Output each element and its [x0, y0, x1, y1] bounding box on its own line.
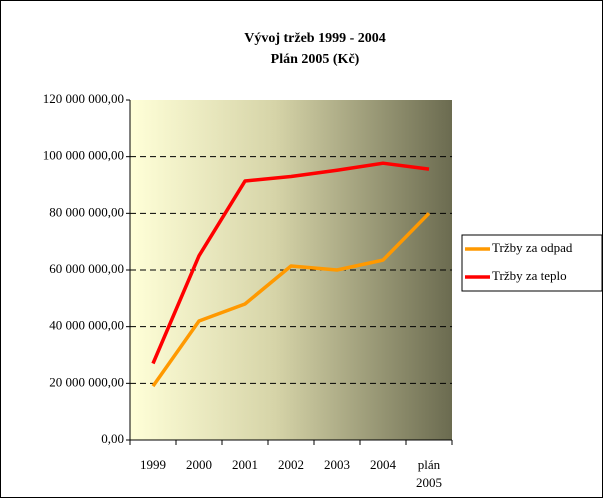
- y-tick-label: 80 000 000,00: [49, 204, 124, 219]
- x-tick-label: 2004: [370, 457, 396, 472]
- x-tick-label: 1999: [140, 457, 166, 472]
- y-tick-label: 40 000 000,00: [49, 318, 124, 333]
- y-tick-label: 120 000 000,00: [43, 91, 124, 106]
- series-line: [151, 161, 430, 365]
- x-tick-label: plán 2005: [416, 457, 442, 490]
- y-tick-label: 60 000 000,00: [49, 261, 124, 276]
- chart-subtitle: Plán 2005 (Kč): [271, 52, 360, 67]
- series-line: [151, 212, 431, 388]
- y-tick-label: 0,00: [101, 431, 124, 446]
- chart-title: Vývoj tržeb 1999 - 2004: [244, 31, 386, 46]
- legend-label: Tržby za teplo: [492, 268, 567, 283]
- legend-box: [461, 234, 603, 292]
- x-tick-label: 2001: [232, 457, 258, 472]
- x-tick-label: 2000: [186, 457, 212, 472]
- legend-label: Tržby za odpad: [492, 240, 573, 255]
- y-tick-label: 100 000 000,00: [43, 148, 124, 163]
- x-tick-label: 2002: [278, 457, 304, 472]
- x-tick-label: 2003: [324, 457, 350, 472]
- y-tick-label: 20 000 000,00: [49, 374, 124, 389]
